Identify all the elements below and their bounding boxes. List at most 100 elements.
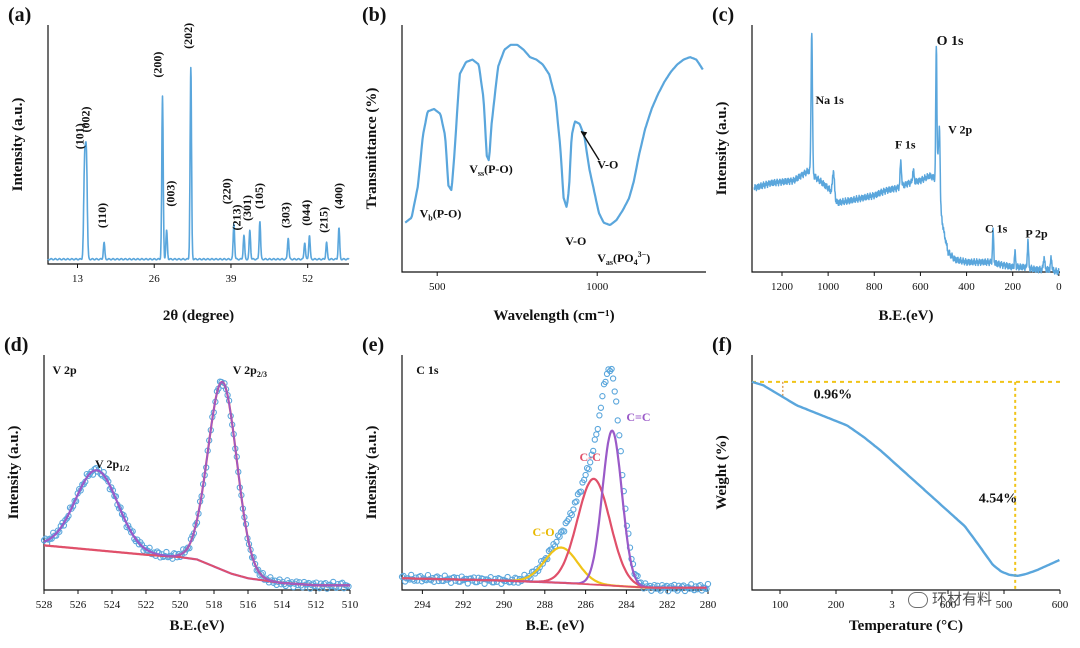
fit-component-c-c [401,429,708,589]
panel-f-tga: 100 200 3 600 500 600 Temperature (°C) Weight (… [712,334,1069,634]
data-point [561,528,568,535]
x-tick-label: 290 [496,599,513,611]
x-tick-label: 512 [308,599,325,611]
annotation-superscript: 3− [638,250,647,259]
axis-frame [751,25,1060,273]
annotation-text: F 1s [895,138,916,152]
data-point [582,471,589,479]
annotation-label: (200) [150,52,164,78]
data-point [596,412,603,419]
x-tick-label: 3 [889,599,895,611]
annotation-label: (110) [95,203,109,228]
data-point [587,459,594,466]
data-point [605,366,612,373]
y-axis-title: Weight (%) [714,435,730,510]
x-tick-label: 286 [577,599,594,611]
y-axis-title: Transmittance (%) [364,88,380,210]
annotation-label: (105) [252,183,266,209]
series-line-tga [751,380,1060,577]
annotation-text: 0.96% [814,388,853,403]
annotation-label: C-O [533,525,555,539]
annotation-text: 4.54% [979,492,1018,507]
x-tick-label: 294 [414,599,431,611]
axis-frame [47,25,349,265]
annotation-text: (301) [240,195,254,221]
data-point [616,432,623,439]
watermark-text: 环材有料 [932,590,993,608]
data-point [553,538,560,546]
panel-label: (e) [362,334,384,356]
annotation-text: (105) [252,183,266,209]
annotation-text: (P-O) [433,207,462,221]
data-point [557,528,565,536]
annotation-text: V 2p [233,363,257,377]
data-point [591,436,598,443]
annotation-text: C-C [579,450,600,464]
x-tick-label: 39 [225,273,237,285]
fit-component-v-2p-3-2 [43,380,351,587]
x-tick-label: 500 [996,599,1013,611]
data-point [704,580,712,588]
annotation-label: (215) [317,207,331,233]
x-tick-label: 500 [429,281,446,293]
axis-frame [401,25,706,273]
data-point [183,546,190,553]
annotation-text: V 2p [948,123,972,137]
annotation-text: (400) [332,183,346,209]
x-axis-title: Temperature (°C) [849,618,963,634]
annotation-text: (P-O) [484,162,513,176]
x-tick-label: 600 [1052,599,1069,611]
annotation-label: C 1s [985,221,1008,235]
annotation-text: (101) [72,123,86,149]
data-point [588,451,595,458]
x-tick-label: 1200 [771,281,794,293]
data-point [617,448,624,455]
x-axis-title: B.E.(eV) [879,308,934,324]
annotation-text: (044) [299,200,313,226]
annotation-text: (303) [278,202,292,228]
data-point [614,417,621,424]
panel-label: (f) [712,334,732,356]
annotation-label: F 1s [895,138,916,152]
annotation-label: V 2p [948,123,972,137]
series-line-ftir [404,43,704,226]
annotation-subscript: 4 [634,258,638,267]
annotation-text: (202) [181,23,195,49]
annotation-text: O 1s [937,34,964,49]
annotation-text: C 1s [416,363,439,377]
annotation-text: (220) [219,178,233,204]
annotation-text: C-O [533,525,555,539]
series-line-xps-survey [753,32,1060,276]
y-axis-title: Intensity (a.u.) [714,102,730,196]
annotation-text: (003) [163,181,177,207]
annotation-text: (002) [78,107,92,133]
x-tick-label: 13 [72,273,84,285]
annotation-label: (003) [163,181,177,207]
annotation-label: Vas(PO43−) [597,250,650,267]
panel-label: (c) [712,4,734,26]
panel-label: (b) [362,4,386,26]
panel-b-ftir: 500 1000 Wavelength (cm⁻¹) Transmittance (%… [362,4,706,324]
x-tick-label: 524 [104,599,121,611]
annotation-text: (215) [317,207,331,233]
annotation-label: Vss(P-O) [469,162,513,178]
x-tick-label: 200 [1004,281,1021,293]
x-tick-label: 200 [828,599,845,611]
axis-frame [401,355,708,591]
panel-a-xrd: 13 26 39 52 2θ (degree) Intensity (a.u.) (a) (1… [8,4,350,324]
annotation-label: C-C [579,450,600,464]
panel-d-v2p: 528 526 524 522 520 518 516 514 512 510 B.E.(eV) In… [4,334,359,634]
x-tick-label: 600 [912,281,929,293]
annotation-text: V-O [597,157,618,171]
x-axis-title: 2θ (degree) [163,308,234,324]
annotation-text: V-O [565,234,586,248]
annotation-label: V 2p [53,363,77,377]
annotation-text: (PO [613,251,634,265]
x-tick-label: 284 [618,599,635,611]
annotation-label: 4.54% [979,492,1018,507]
y-axis-title: Intensity (a.u.) [10,98,26,192]
data-point [594,425,601,433]
x-tick-label: 0 [1056,281,1062,293]
annotation-text: (110) [95,203,109,228]
